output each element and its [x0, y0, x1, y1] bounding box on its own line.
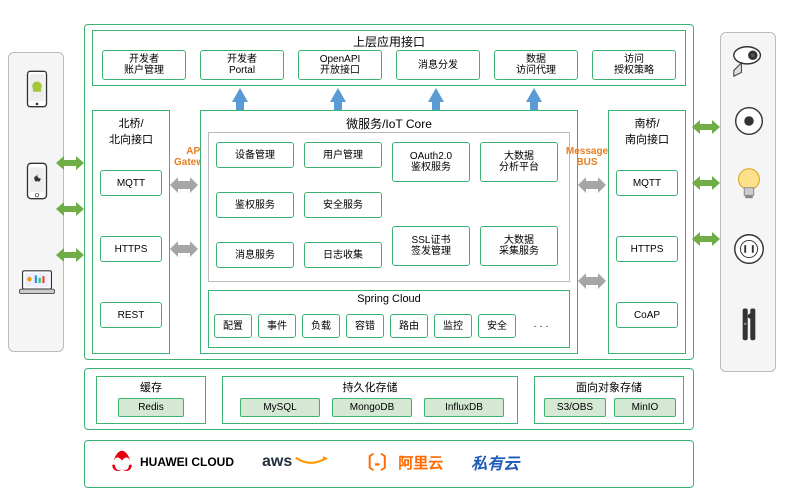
aws-label: aws	[262, 453, 292, 471]
core-item: 鉴权服务	[216, 192, 294, 218]
iphone-icon	[17, 161, 57, 201]
laptop-icon	[15, 263, 59, 303]
blue-arrow-icon	[526, 88, 542, 102]
core-title: 微服务/IoT Core	[201, 115, 577, 132]
top-item: OpenAPI 开放接口	[298, 50, 382, 80]
south-item: HTTPS	[616, 236, 678, 262]
north-item: MQTT	[100, 170, 162, 196]
cache-title: 缓存	[97, 379, 205, 395]
top-item: 数据 访问代理	[494, 50, 578, 80]
core-item: 安全服务	[304, 192, 382, 218]
core-item: 大数据 采集服务	[480, 226, 558, 266]
spring-item: 负载	[302, 314, 340, 338]
core-item: 日志收集	[304, 242, 382, 268]
green-arrow-icon	[696, 120, 716, 134]
android-phone-icon	[17, 69, 57, 109]
south-item: CoAP	[616, 302, 678, 328]
sensor-ball-icon	[729, 101, 769, 141]
south-item: MQTT	[616, 170, 678, 196]
blue-arrow-icon	[330, 88, 346, 102]
store-item: Redis	[118, 398, 184, 417]
store-item: InfluxDB	[424, 398, 504, 417]
aliyun-label: 阿里云	[398, 452, 443, 473]
store-item: MongoDB	[332, 398, 412, 417]
spring-item: 监控	[434, 314, 472, 338]
lock-icon	[729, 295, 769, 355]
gray-arrow-icon	[580, 272, 604, 290]
core-item: SSL证书 签发管理	[392, 226, 470, 266]
green-arrow-icon	[696, 176, 716, 190]
right-device-panel	[720, 32, 776, 372]
spring-item: 容错	[346, 314, 384, 338]
gray-arrow-icon	[580, 176, 604, 194]
bulb-icon	[729, 163, 769, 203]
store-item: MySQL	[240, 398, 320, 417]
spring-item: · · ·	[522, 314, 560, 338]
huawei-cloud: HUAWEI CLOUD	[108, 448, 234, 476]
north-item: HTTPS	[100, 236, 162, 262]
message-bus-label: Message BUS	[564, 146, 610, 168]
spring-title: Spring Cloud	[209, 293, 569, 305]
top-item: 访问 授权策略	[592, 50, 676, 80]
store-item: MinIO	[614, 398, 676, 417]
aliyun-bracket-icon: 〔-〕	[356, 449, 398, 475]
top-layer-title: 上层应用接口	[93, 33, 685, 50]
top-item: 开发者 Portal	[200, 50, 284, 80]
store-item: S3/OBS	[544, 398, 606, 417]
green-arrow-icon	[60, 156, 80, 170]
top-item: 开发者 账户管理	[102, 50, 186, 80]
spring-item: 事件	[258, 314, 296, 338]
aws-smile-icon	[294, 455, 328, 469]
south-bridge-title: 南桥/ 南向接口	[609, 115, 685, 147]
gray-arrow-icon	[172, 240, 196, 258]
aliyun-cloud: 〔-〕 阿里云	[356, 449, 443, 475]
green-arrow-icon	[60, 248, 80, 262]
huawei-icon	[108, 448, 136, 476]
core-item: 用户管理	[304, 142, 382, 168]
core-item: 消息服务	[216, 242, 294, 268]
spring-item: 配置	[214, 314, 252, 338]
aws-cloud: aws	[262, 453, 328, 471]
huawei-label: HUAWEI CLOUD	[140, 455, 234, 469]
gray-arrow-icon	[172, 176, 196, 194]
private-label: 私有云	[471, 450, 519, 474]
camera-icon	[729, 41, 769, 81]
persist-title: 持久化存储	[223, 379, 517, 395]
blue-arrow-icon	[232, 88, 248, 102]
object-title: 面向对象存储	[535, 379, 683, 395]
green-arrow-icon	[60, 202, 80, 216]
spring-item: 安全	[478, 314, 516, 338]
blue-arrow-icon	[428, 88, 444, 102]
plug-icon	[729, 229, 769, 269]
cloud-row: HUAWEI CLOUD aws 〔-〕 阿里云 私有云	[108, 448, 519, 476]
north-item: REST	[100, 302, 162, 328]
core-item: 设备管理	[216, 142, 294, 168]
green-arrow-icon	[696, 232, 716, 246]
private-cloud: 私有云	[471, 450, 519, 474]
spring-item: 路由	[390, 314, 428, 338]
top-item: 消息分发	[396, 50, 480, 80]
core-item: OAuth2.0 鉴权服务	[392, 142, 470, 182]
north-bridge-title: 北桥/ 北向接口	[93, 115, 169, 147]
core-item: 大数据 分析平台	[480, 142, 558, 182]
